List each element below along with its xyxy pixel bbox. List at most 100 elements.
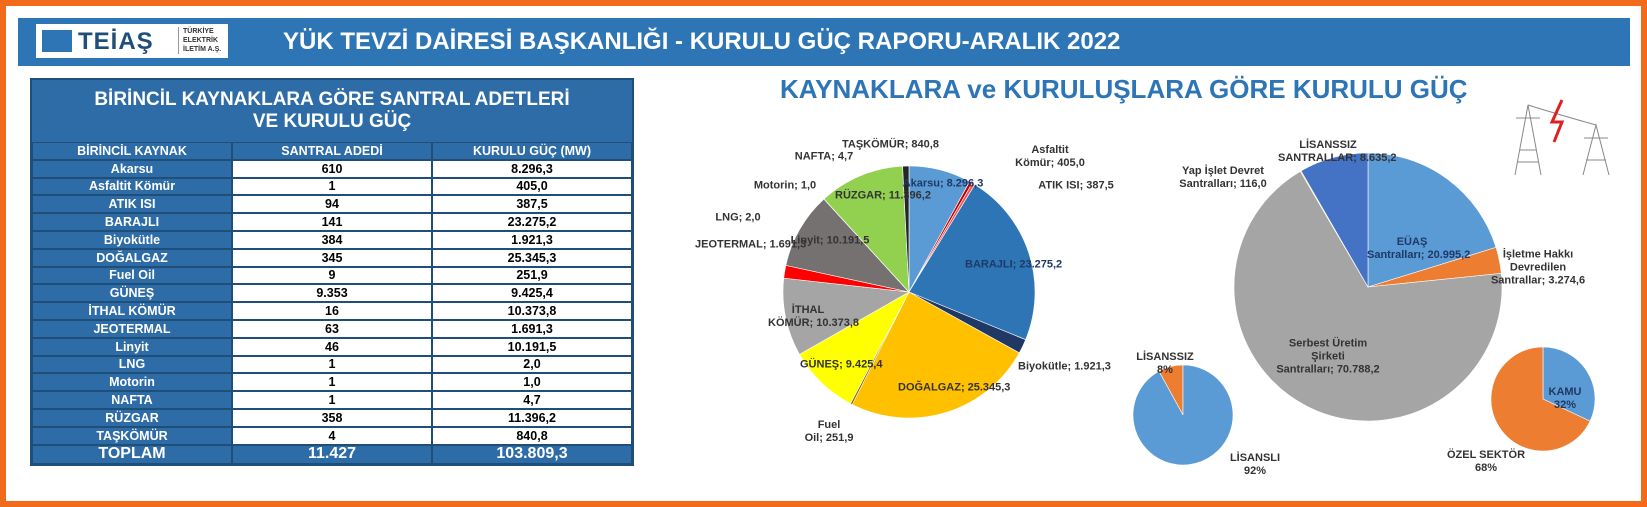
slice-category: DOĞALGAZ; <box>898 381 965 394</box>
slice-label: LNG; 2,0 <box>698 212 778 225</box>
slice-value: 8.635,2 <box>1359 152 1397 164</box>
charts-title: KAYNAKLARA ve KURULUŞLARA GÖRE KURULU GÜ… <box>780 74 1468 104</box>
slice-category: Biyokütle; <box>1018 360 1072 373</box>
table-cell: 1.921,3 <box>432 230 632 249</box>
pie-slice <box>782 277 910 355</box>
slice-label: RÜZGAR; 11.396,2 <box>835 189 931 203</box>
slice-category: BARAJLI; <box>965 258 1017 271</box>
table-cell: 9.425,4 <box>432 284 632 303</box>
slice-value: 23.275,2 <box>1019 258 1063 271</box>
table-row: Akarsu 610 8.296,3 <box>32 159 632 178</box>
slice-category: KAMU <box>1548 386 1582 398</box>
tower-icon <box>1514 99 1610 176</box>
column-header: KURULU GÜÇ (MW) <box>432 142 632 160</box>
table-cell: 10.191,5 <box>432 337 632 356</box>
slice-category: Linyit; <box>790 234 824 247</box>
table-cell: 4,7 <box>432 391 632 409</box>
tower <box>1514 104 1542 176</box>
table-cell: 1 <box>232 373 432 392</box>
table-cell: 63 <box>232 319 432 338</box>
slice-value: 20.995,2 <box>1427 249 1471 261</box>
header-title: YÜK TEVZİ DAİRESİ BAŞKANLIĞI - KURULU GÜ… <box>283 28 1121 55</box>
slice-category: Motorin; <box>753 179 798 192</box>
slice-label: Serbest Üretim Şirketi Santralları; 70.78… <box>1273 338 1383 377</box>
table-cell: 387,5 <box>432 195 632 214</box>
table-cell: 840,8 <box>432 426 632 445</box>
slice-category: RÜZGAR; <box>835 189 886 202</box>
slice-category: Asfaltit Kömür; <box>1015 144 1069 169</box>
slice-category: Akarsu; <box>902 177 944 190</box>
table-cell: NAFTA <box>32 391 232 409</box>
slice-label: BARAJLI; 23.275,2 <box>965 258 1062 272</box>
table-cell: 2,0 <box>432 355 632 374</box>
table-cell: 384 <box>232 230 432 249</box>
table-cell: 1,0 <box>432 373 632 392</box>
pie-slice <box>1367 152 1497 288</box>
slice-value: 4,7 <box>837 150 854 163</box>
table-row: LNG 1 2,0 <box>32 355 632 374</box>
table-cell: Biyokütle <box>32 230 232 249</box>
pie-slice <box>823 165 910 293</box>
slice-value: 1.921,3 <box>1074 360 1111 373</box>
slice-label: Yap İşlet Devret Santralları; 116,0 <box>1163 165 1283 191</box>
table-cell: 8.296,3 <box>432 159 632 178</box>
total-row: TOPLAM 11.427 103.809,3 <box>32 444 632 464</box>
slice-value: 2,0 <box>745 211 761 224</box>
table-cell: 251,9 <box>432 266 632 285</box>
table-row: İTHAL KÖMÜR 16 10.373,8 <box>32 302 632 320</box>
table-cell: 16 <box>232 302 432 320</box>
table-cell: RÜZGAR <box>32 408 232 427</box>
total-cell: 11.427 <box>232 444 432 464</box>
logo-text: TEİAŞ <box>78 28 154 55</box>
bolt <box>1549 99 1565 143</box>
pie-slice <box>1300 152 1369 289</box>
table-cell: 1.691,3 <box>432 319 632 338</box>
logo-mark <box>42 30 72 52</box>
slice-label: ÖZEL SEKTÖR 68% <box>1446 449 1526 475</box>
table-cell: TAŞKÖMÜR <box>32 426 232 445</box>
slice-category: JEOTERMAL; <box>695 238 767 251</box>
table-cell: LNG <box>32 355 232 374</box>
table-row: Asfaltit Kömür 1 405,0 <box>32 177 632 196</box>
slice-label: KAMU 32% <box>1535 386 1595 412</box>
pie-slice <box>1132 364 1234 466</box>
slice-category: Yap İşlet Devret Santralları; <box>1179 165 1264 190</box>
slice-value: 387,5 <box>1086 179 1114 192</box>
slice-label: NAFTA; 4,7 <box>774 151 874 164</box>
pie-slice <box>1542 346 1596 422</box>
slice-category: LİSANSSIZ SANTRALLAR; <box>1278 139 1357 164</box>
table-cell: 10.373,8 <box>432 302 632 320</box>
slice-label: JEOTERMAL; 1.691,3 <box>695 238 806 252</box>
table-cell: 358 <box>232 408 432 427</box>
slice-label: LİSANSSIZ 8% <box>1125 351 1205 377</box>
table-cell: 9 <box>232 266 432 285</box>
table-cell: BARAJLI <box>32 213 232 231</box>
slice-category: NAFTA; <box>794 150 835 163</box>
slice-value: 840,8 <box>911 138 939 151</box>
logo: TEİAŞ TÜRKİYE ELEKTRİK İLETİM A.Ş. <box>36 24 228 58</box>
slice-value: 1,0 <box>800 179 817 192</box>
slice-value: 251,9 <box>825 432 854 444</box>
slice-value: 1.691,3 <box>769 238 807 251</box>
slice-category: LİSANSLI <box>1229 452 1281 464</box>
slice-label: GÜNEŞ; 9.425,4 <box>800 358 883 372</box>
header: TEİAŞ TÜRKİYE ELEKTRİK İLETİM A.Ş. YÜK T… <box>18 18 1630 66</box>
column-header: BİRİNCİL KAYNAK <box>32 142 232 160</box>
column-header: SANTRAL ADEDİ <box>232 142 432 160</box>
table-cell: Motorin <box>32 373 232 392</box>
slice-label: Fuel Oil; 251,9 <box>799 419 859 445</box>
table-cell: 405,0 <box>432 177 632 196</box>
table-cell: DOĞALGAZ <box>32 248 232 267</box>
table-cell: 1 <box>232 391 432 409</box>
slice-category: LNG; <box>715 211 743 224</box>
table-row: DOĞALGAZ 345 25.345,3 <box>32 248 632 267</box>
pie-slice <box>785 198 910 293</box>
slice-category: İşletme Hakkı Devredilen Santrallar; <box>1490 248 1574 287</box>
logo-sub-line: İLETİM A.Ş. <box>183 46 222 53</box>
table-cell: 610 <box>232 159 432 178</box>
slice-value: 405,0 <box>1057 157 1085 169</box>
slice-value: 9.425,4 <box>845 358 883 371</box>
slice-label: DOĞALGAZ; 25.345,3 <box>898 381 1010 395</box>
slice-label: İşletme Hakkı Devredilen Santrallar; 3.27… <box>1483 249 1593 288</box>
